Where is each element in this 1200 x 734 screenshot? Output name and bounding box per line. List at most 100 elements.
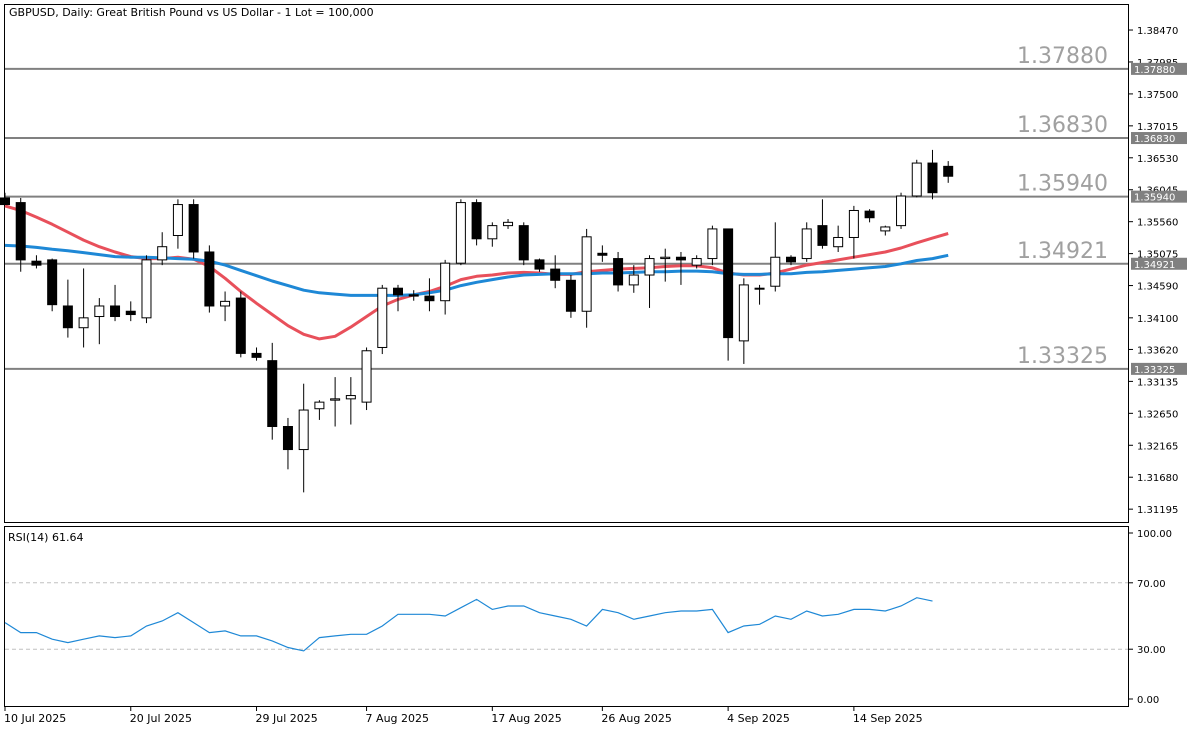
candle (141, 255, 152, 324)
candle (786, 255, 796, 266)
bull-candle-body (628, 274, 639, 286)
candle (628, 265, 639, 293)
rsi-axis: 100.00 70.00 30.00 0.00 (1128, 529, 1172, 706)
price-axis-tick-label: 1.34100 (1137, 314, 1178, 325)
bull-candle-body (833, 236, 844, 248)
candle (518, 222, 529, 266)
price-axis-tick-label: 1.38470 (1137, 26, 1178, 37)
bear-candle-body (235, 297, 246, 354)
candle (896, 192, 907, 229)
candle (801, 222, 812, 262)
price-axis-tick-label: 1.35560 (1137, 218, 1178, 229)
bear-candle-body (47, 259, 58, 306)
bear-candle-body (424, 295, 435, 302)
time-axis-tick-label: 26 Aug 2025 (601, 712, 671, 725)
level-axis-tag (1131, 62, 1187, 75)
candle (613, 251, 624, 292)
price-axis-tick-label: 1.31195 (1137, 505, 1178, 516)
candle (848, 205, 859, 259)
bull-candle-body (503, 221, 514, 227)
candle (911, 159, 922, 198)
bull-candle-body (770, 256, 781, 287)
bear-candle-body (613, 258, 624, 286)
candle (408, 290, 419, 301)
bear-candle-body (597, 252, 608, 256)
price-axis-tick-label: 1.34590 (1137, 282, 1178, 293)
candle (455, 199, 466, 266)
candle (691, 255, 702, 269)
candle (550, 255, 561, 289)
candle (707, 225, 718, 266)
bull-candle-body (880, 226, 891, 232)
bull-candle-body (738, 284, 749, 342)
candle (361, 347, 372, 411)
price-axis-tick-label: 1.36530 (1137, 154, 1178, 165)
bear-candle-body (550, 268, 561, 281)
bear-candle-body (188, 204, 199, 253)
bull-candle-body (754, 287, 765, 290)
candle (0, 192, 10, 206)
candle (172, 199, 183, 249)
bull-candle-body (172, 204, 183, 237)
candle (31, 255, 42, 269)
candle (47, 258, 58, 312)
bull-candle-body (848, 209, 859, 238)
candle (94, 298, 105, 345)
time-axis-tick-label: 20 Jul 2025 (130, 712, 192, 725)
bull-candle-body (660, 256, 671, 260)
bear-candle-body (471, 202, 482, 240)
price-axis-tick-label: 1.31680 (1137, 473, 1178, 484)
candle (15, 197, 26, 272)
rsi-axis-tick-label: 30.00 (1137, 645, 1166, 656)
candle (220, 291, 231, 322)
candle (440, 259, 451, 315)
bull-candle-body (94, 305, 105, 318)
bear-candle-body (62, 305, 73, 329)
bull-candle-body (911, 162, 922, 197)
candle (267, 342, 278, 440)
candle (503, 219, 514, 229)
candle (943, 161, 954, 183)
candle (487, 222, 498, 247)
rsi-indicator (4, 582, 1128, 652)
level-axis-tag (1131, 362, 1187, 375)
price-axis-tick-label: 1.33620 (1137, 345, 1178, 356)
candle (78, 268, 89, 348)
candle (581, 228, 592, 328)
bear-candle-body (251, 352, 262, 358)
rsi-axis-tick-label: 100.00 (1137, 529, 1172, 540)
candle (314, 400, 325, 420)
candle (125, 301, 136, 322)
price-axis-tick-label: 1.33135 (1137, 377, 1178, 388)
bear-candle-body (408, 294, 419, 297)
candle (833, 225, 844, 252)
candle (770, 222, 781, 292)
time-axis-tick-label: 14 Sep 2025 (853, 712, 923, 725)
bull-candle-body (440, 262, 451, 302)
candle (880, 225, 891, 236)
time-axis-tick-label: 4 Sep 2025 (727, 712, 790, 725)
candle (282, 417, 293, 470)
bull-candle-body (361, 350, 372, 403)
price-axis-tick-label: 1.32650 (1137, 409, 1178, 420)
candle (188, 199, 199, 259)
level-label: 1.35940 (1017, 172, 1108, 197)
bear-candle-body (518, 225, 529, 261)
bear-candle-body (534, 259, 545, 270)
level-axis-tag-label: 1.37880 (1134, 65, 1175, 76)
level-label: 1.33325 (1017, 344, 1108, 369)
candle (298, 383, 309, 493)
candle (817, 199, 828, 249)
candle (754, 284, 765, 305)
level-axis-tag (1131, 190, 1187, 203)
candle (565, 275, 576, 318)
bear-candle-body (927, 162, 938, 194)
bear-candle-body (393, 287, 403, 296)
bull-candle-body (896, 195, 907, 227)
bear-candle-body (786, 256, 796, 263)
bear-candle-body (723, 228, 734, 339)
level-label: 1.34921 (1017, 239, 1108, 264)
time-axis: 10 Jul 2025 20 Jul 2025 29 Jul 2025 7 Aug 2… (4, 706, 923, 725)
level-labels: 1.37880 1.36830 1.35940 1.34921 1.33325 (1017, 44, 1108, 369)
